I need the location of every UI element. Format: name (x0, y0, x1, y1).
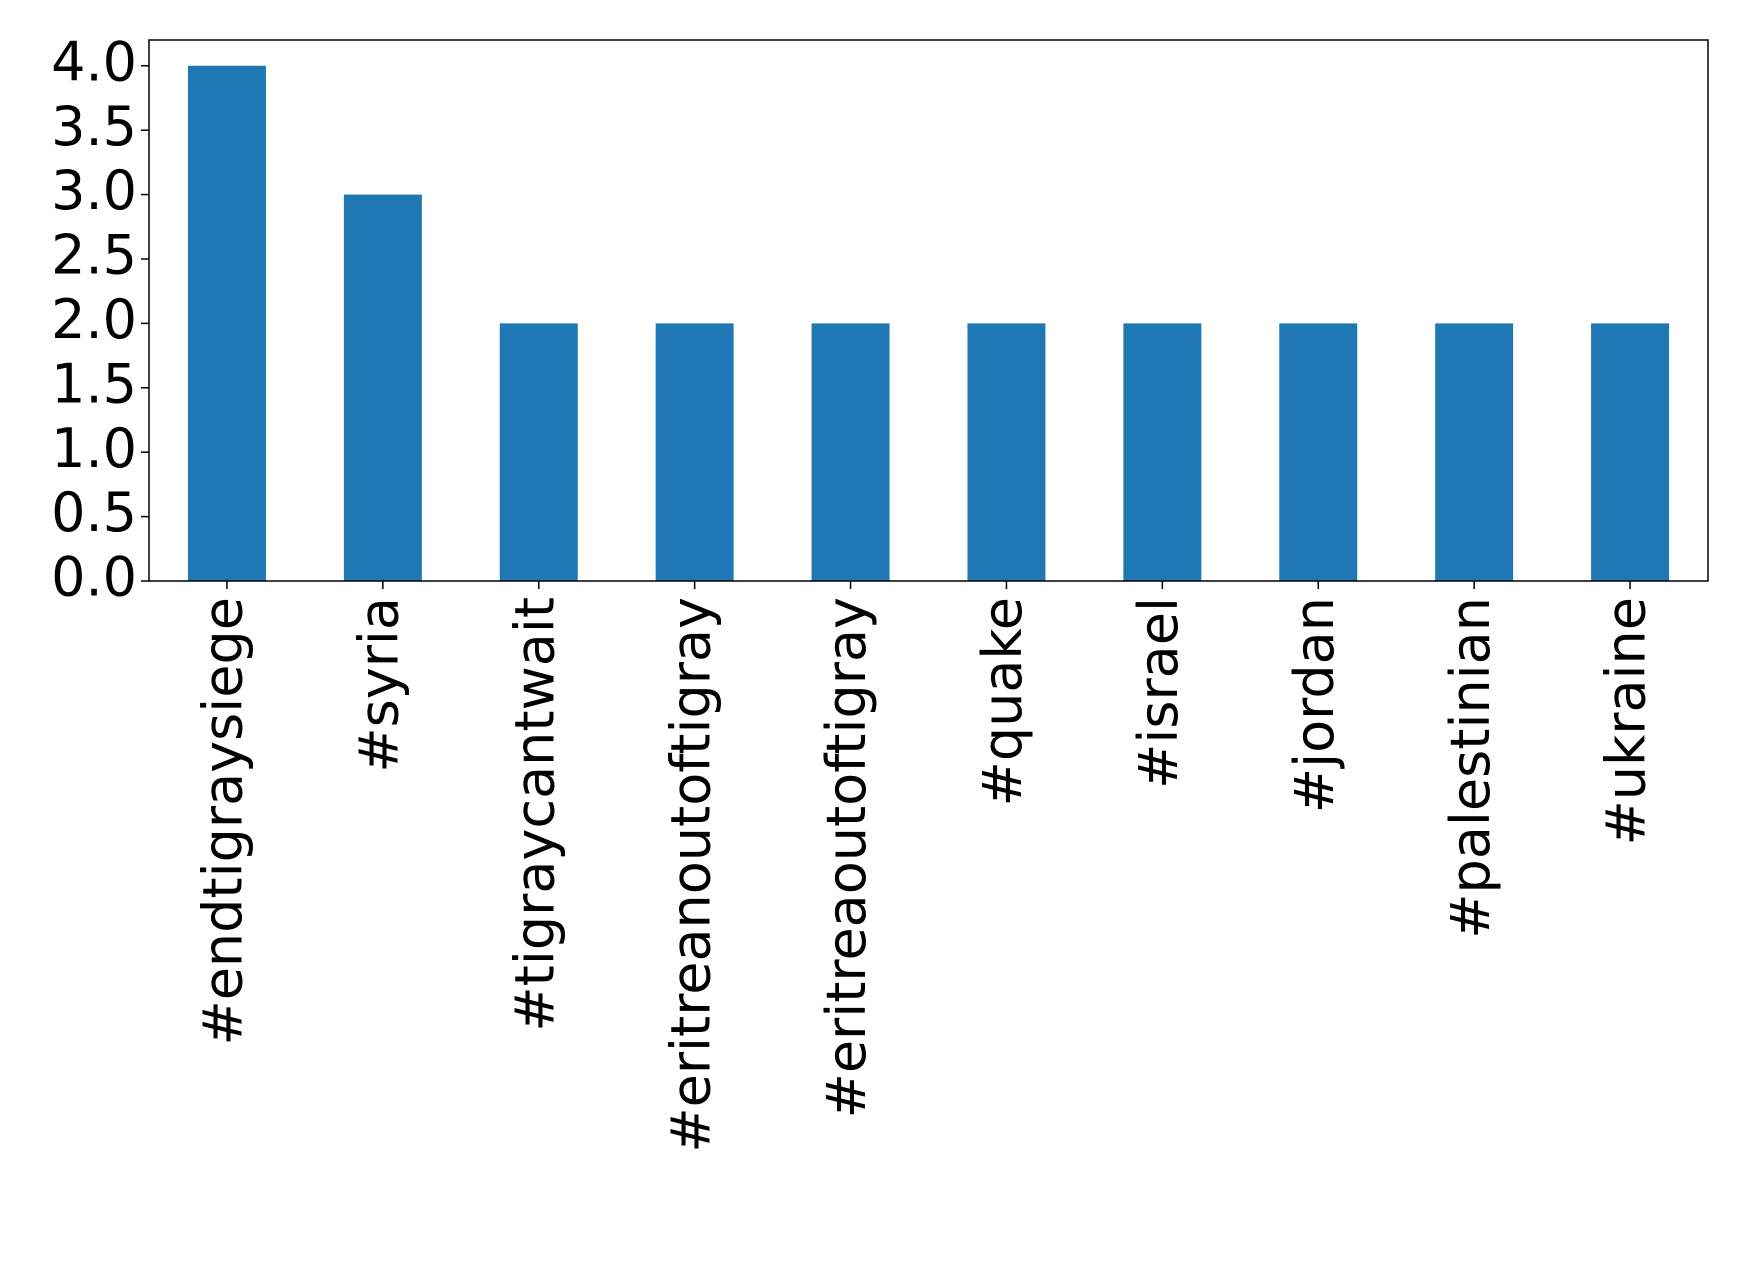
x-tick-label: #ukraine (1595, 597, 1658, 845)
y-tick-label: 2.0 (51, 288, 137, 351)
bar (499, 323, 578, 581)
bar (811, 323, 890, 581)
x-tick-label: #jordan (1283, 597, 1346, 813)
y-tick-label: 3.0 (51, 159, 137, 222)
x-tick-label: #israel (1127, 597, 1190, 789)
y-tick-label: 0.5 (51, 481, 137, 544)
x-tick-label: #quake (971, 597, 1034, 806)
y-tick-label: 1.5 (51, 352, 137, 415)
y-tick-label: 3.5 (51, 95, 137, 158)
bar (967, 323, 1046, 581)
y-tick-label: 4.0 (51, 30, 137, 93)
bar (1591, 323, 1670, 581)
bar (655, 323, 734, 581)
x-tick-label: #palestinian (1439, 597, 1502, 939)
y-tick-label: 1.0 (51, 417, 137, 480)
y-tick-label: 0.0 (51, 546, 137, 609)
y-tick-label: 2.5 (51, 224, 137, 287)
plot-frame (148, 39, 1709, 582)
x-tick-label: #eritreaoutoftigray (815, 597, 878, 1118)
bar (1435, 323, 1514, 581)
bar (1123, 323, 1202, 581)
bar (343, 194, 422, 582)
x-tick-label: #endtigraysiege (192, 597, 255, 1046)
bar (187, 65, 266, 581)
x-tick-label: #eritreanoutoftigray (659, 597, 722, 1153)
x-tick-label: #syria (347, 597, 410, 773)
bar (1279, 323, 1358, 581)
x-tick-label: #tigraycantwait (503, 597, 566, 1032)
